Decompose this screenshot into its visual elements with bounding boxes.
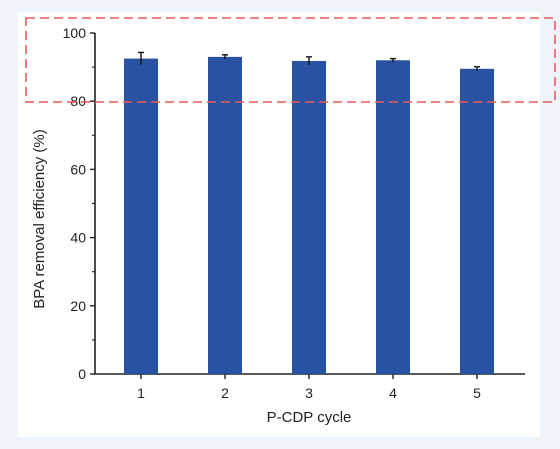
- y-tick-label-60: 60: [70, 161, 86, 177]
- y-tick-label-40: 40: [70, 230, 86, 246]
- bar-cycle-3: [292, 60, 326, 374]
- bars: [124, 56, 494, 375]
- y-tick-label-0: 0: [78, 366, 86, 382]
- x-tick-label-3: 3: [305, 385, 313, 401]
- bar-cycle-5: [460, 68, 494, 375]
- y-tick-label-80: 80: [70, 93, 86, 109]
- highlight-box: [25, 17, 556, 103]
- figure-card: [18, 12, 540, 437]
- bar-cycle-2: [208, 56, 242, 375]
- y-axis-label: BPA removal efficiency (%): [31, 129, 48, 309]
- x-tick-label-1: 1: [137, 385, 145, 401]
- x-tick-label-4: 4: [389, 385, 397, 401]
- bar-cycle-4: [376, 60, 410, 374]
- x-axis-label: P-CDP cycle: [267, 409, 352, 426]
- x-tick-label-5: 5: [473, 385, 481, 401]
- y-ticks: 0 20 40 60 80 100: [63, 25, 95, 382]
- x-ticks: 1 2 3 4 5: [137, 374, 481, 401]
- x-tick-label-2: 2: [221, 385, 229, 401]
- y-tick-label-100: 100: [63, 25, 87, 41]
- y-tick-label-20: 20: [70, 298, 86, 314]
- bar-cycle-1: [124, 58, 158, 374]
- error-bars: [138, 51, 480, 71]
